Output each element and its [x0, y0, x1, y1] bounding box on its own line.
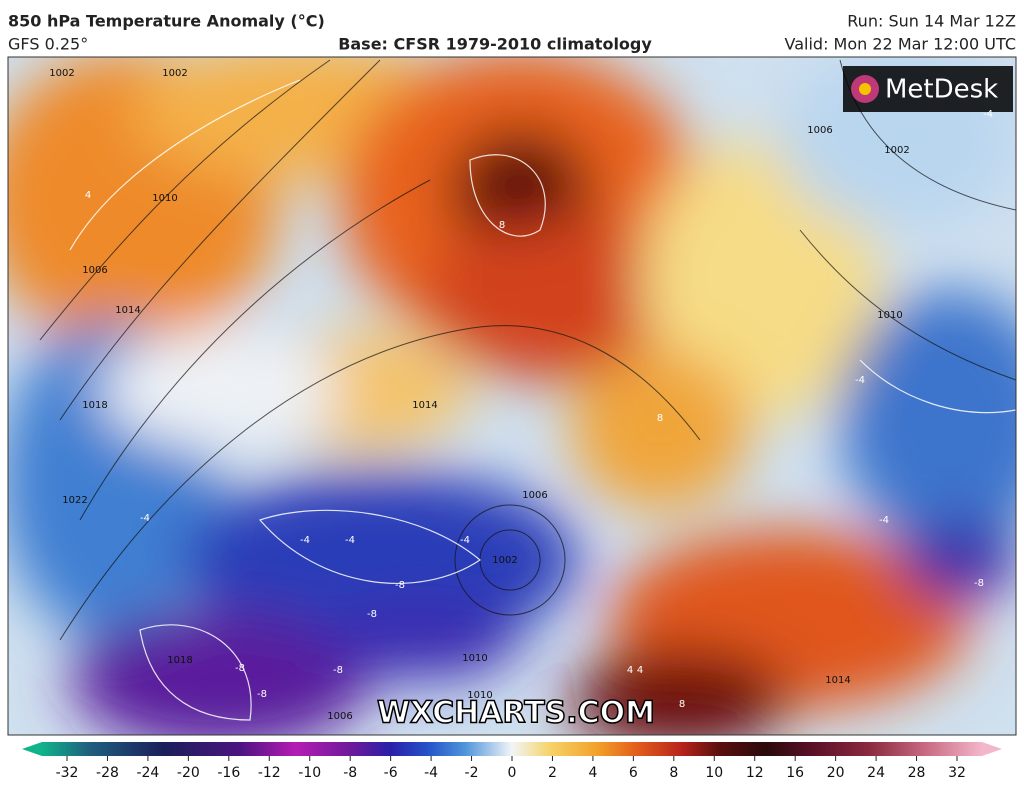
anomaly-field — [8, 57, 1016, 735]
isobar-label: 1010 — [462, 653, 487, 664]
isobar-label: 1010 — [152, 193, 177, 204]
colorbar-tick-label: -6 — [384, 765, 398, 781]
anomaly-label: -8 — [235, 663, 245, 674]
map-border — [7, 56, 1017, 736]
colorbar-tick-label: -10 — [298, 765, 321, 781]
colorbar-tick-label: 20 — [827, 765, 845, 781]
colorbar-tick-label: 10 — [705, 765, 723, 781]
run: Run: Sun 14 Mar 12Z — [847, 12, 1016, 31]
isobar-label: 1002 — [492, 555, 517, 566]
isobar-label: 1014 — [412, 400, 437, 411]
anomaly-label: -8 — [395, 580, 405, 591]
anomaly-label: -4 — [983, 109, 993, 120]
watermark: WXCHARTS.COM — [377, 696, 655, 731]
isobar-label: 1018 — [167, 655, 192, 666]
isobar-label: 1014 — [115, 305, 140, 316]
model: GFS 0.25° — [8, 35, 88, 54]
colorbar-tick-label: 6 — [629, 765, 638, 781]
isobar-label: 1006 — [522, 490, 547, 501]
isobar-label: 1010 — [467, 690, 492, 701]
anomaly-label: 4 — [627, 665, 633, 676]
isobar-label: 1002 — [162, 68, 187, 79]
logo-icon — [851, 75, 879, 103]
anomaly-label: -8 — [367, 609, 377, 620]
colorbar-tick-label: -2 — [465, 765, 479, 781]
colorbar-tick-label: 0 — [508, 765, 517, 781]
colorbar-tick-label: 32 — [948, 765, 966, 781]
map-labels: 1002 1002 1010 1006 1014 1018 1022 1006 1002 1002… — [49, 68, 993, 722]
anomaly-label: -8 — [257, 689, 267, 700]
anomaly-label: -4 — [345, 535, 355, 546]
isobar-label: 1006 — [82, 265, 107, 276]
isobar-label: 1002 — [49, 68, 74, 79]
colorbar-tick-label: 24 — [867, 765, 885, 781]
colorbar-tick-label: -20 — [177, 765, 200, 781]
colorbar-tick-label: 16 — [786, 765, 804, 781]
logo: MetDesk — [885, 75, 998, 105]
anomaly-label: -8 — [333, 665, 343, 676]
anomaly-label: 4 — [637, 665, 643, 676]
colorbar-tick-label: 4 — [588, 765, 597, 781]
colorbar-tick-label: -12 — [258, 765, 281, 781]
title: 850 hPa Temperature Anomaly (°C) — [8, 12, 325, 31]
colorbar-tick-label: 28 — [908, 765, 926, 781]
colorbar-tick-label: 12 — [746, 765, 764, 781]
colorbar-low-arrow — [22, 742, 42, 756]
anomaly-label: -4 — [140, 513, 150, 524]
isobar-label: 1002 — [884, 145, 909, 156]
anomaly-label: -8 — [974, 578, 984, 589]
colorbar-tick-label: -4 — [424, 765, 438, 781]
colorbar-tick-label: -32 — [56, 765, 79, 781]
anomaly-label: -4 — [855, 375, 865, 386]
anomaly-label: 8 — [679, 699, 685, 710]
colorbar-tick-label: -16 — [217, 765, 240, 781]
isobar-label: 1010 — [877, 310, 902, 321]
isobar-label: 1018 — [82, 400, 107, 411]
isobars — [39, 59, 1016, 641]
colorbar-tick-label: 8 — [669, 765, 678, 781]
isobar-label: 1006 — [807, 125, 832, 136]
anomaly-label: -4 — [460, 535, 470, 546]
valid: Valid: Mon 22 Mar 12:00 UTC — [785, 35, 1016, 54]
anomaly-label: 8 — [657, 413, 663, 424]
colorbar-ticks: -32 -28 -24 -20 -16 -12 -10 -8 -6 -4 -2 0 2 4 6 8 10 12 16… — [56, 756, 966, 781]
colorbar-tick-label: -28 — [96, 765, 119, 781]
anomaly-label: 4 — [85, 190, 91, 201]
isobar-label: 1022 — [62, 495, 87, 506]
anomaly-label: 8 — [499, 220, 505, 231]
colorbar-tick-label: -8 — [343, 765, 357, 781]
colorbar-high-arrow — [982, 742, 1002, 756]
map: MetDesk WXCHARTS.COM — [8, 57, 1016, 735]
isobar-label: 1006 — [327, 711, 352, 722]
colorbar-tick-label: -24 — [136, 765, 159, 781]
anomaly-label: -4 — [879, 515, 889, 526]
colorbar — [42, 742, 982, 756]
colorbar-tick-label: 2 — [548, 765, 557, 781]
anomaly-contours — [69, 79, 1016, 721]
base: Base: CFSR 1979-2010 climatology — [338, 35, 652, 54]
anomaly-label: -4 — [300, 535, 310, 546]
isobar-label: 1014 — [825, 675, 850, 686]
